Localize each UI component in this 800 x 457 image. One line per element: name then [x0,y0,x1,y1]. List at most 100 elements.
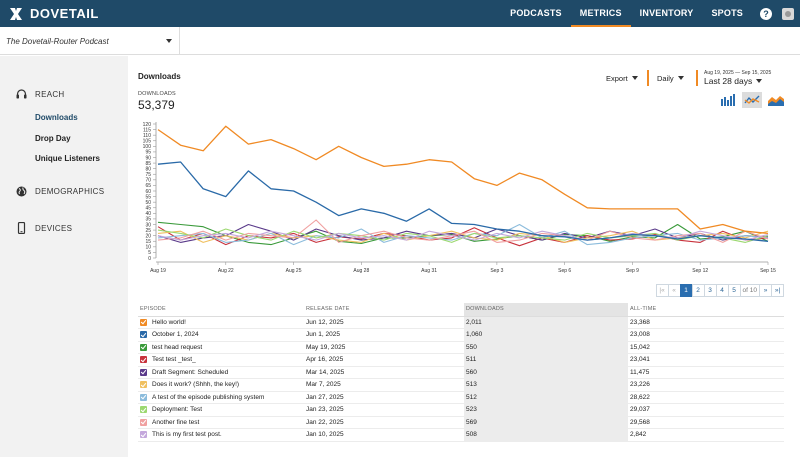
episode-title: Another fine test [152,418,200,426]
podcast-select[interactable]: The Dovetail-Router Podcast [0,27,180,55]
export-button[interactable]: Export [606,68,638,88]
sidebar-item-downloads[interactable]: Downloads [35,113,78,122]
kpi-label: DOWNLOADS [138,91,176,97]
release-date-cell: Mar 14, 2025 [304,366,464,379]
table-row: This is my first test post. Jan 10, 2025 5… [138,428,784,442]
y-tick-label: 80 [145,166,151,172]
release-date-cell: Jan 22, 2025 [304,416,464,429]
interval-select[interactable]: Daily [657,68,684,88]
series-toggle-checkbox[interactable] [140,431,147,439]
episode-cell: Does it work? (Shhh, the key!) [138,378,304,392]
top-bar: DOVETAIL PODCASTS METRICS INVENTORY SPOT… [0,0,800,27]
y-tick-label: 65 [145,183,151,189]
episode-title: test head request [152,343,203,351]
all-time-cell: 29,037 [628,403,784,417]
y-tick-label: 10 [145,245,151,251]
downloads-cell: 1,060 [464,328,628,342]
last-page-button[interactable]: »| [771,284,784,297]
table-row: October 1, 2024 Jun 1, 2025 1,060 23,008 [138,328,784,342]
release-date-cell: Jan 23, 2025 [304,403,464,417]
release-date-cell: Mar 7, 2025 [304,378,464,392]
col-release-date: RELEASE DATE [304,303,464,317]
table-row: test head request May 19, 2025 550 15,042 [138,341,784,354]
series-line [157,223,769,243]
x-tick-label: Aug 25 [286,268,302,274]
sidebar-section-reach[interactable]: REACH [16,89,65,99]
series-toggle-checkbox[interactable] [140,406,147,414]
episode-title: Does it work? (Shhh, the key!) [152,381,240,389]
episode-title: A test of the episode publishing system [152,393,265,401]
y-tick-label: 55 [145,194,151,200]
headphones-icon [16,89,27,99]
area-chart-button[interactable] [766,92,786,108]
episode-title: October 1, 2024 [152,331,199,339]
first-page-button[interactable]: |« [655,284,669,297]
episode-cell: A test of the episode publishing system [138,391,304,404]
date-preset: Last 28 days [704,76,771,86]
release-date-cell: May 19, 2025 [304,341,464,354]
table-row: Does it work? (Shhh, the key!) Mar 7, 202… [138,378,784,392]
main-content: Downloads DOWNLOADS 53,379 Export Daily … [128,56,800,457]
x-tick-label: Sep 9 [626,268,639,274]
x-tick-label: Sep 12 [692,268,708,274]
all-time-cell: 15,042 [628,341,784,354]
date-preset-label: Last 28 days [704,76,753,86]
table-row: Hello world! Jun 12, 2025 2,011 23,368 [138,316,784,329]
x-tick-label: Aug 22 [218,268,234,274]
episode-title: Hello world! [152,318,186,326]
podcast-select-value: The Dovetail-Router Podcast [6,36,109,46]
episode-cell: test head request [138,341,304,354]
y-tick-label: 95 [145,150,151,156]
date-range-select[interactable]: Aug 19, 2025 — Sep 15, 2025 Last 28 days [704,70,771,86]
episode-cell: October 1, 2024 [138,328,304,342]
y-tick-label: 30 [145,222,151,228]
episode-title: Draft Segment: Scheduled [152,368,229,376]
series-toggle-checkbox[interactable] [140,368,147,376]
series-toggle-checkbox[interactable] [140,356,147,364]
series-toggle-checkbox[interactable] [140,418,147,426]
series-toggle-checkbox[interactable] [140,393,147,401]
sidebar-item-unique-listeners[interactable]: Unique Listeners [35,154,100,163]
table-row: A test of the episode publishing system J… [138,391,784,404]
help-icon[interactable]: ? [760,7,772,20]
nav-spots[interactable]: SPOTS [711,8,743,18]
chevron-down-icon [631,76,638,80]
y-tick-label: 115 [143,127,151,133]
nav-metrics[interactable]: METRICS [570,0,631,27]
episode-cell: Test test _test_ [138,353,304,367]
downloads-cell: 512 [464,391,628,404]
chart-controls: Export Daily Aug 19, 2025 — Sep 15, 2025… [600,68,800,88]
nav-inventory[interactable]: INVENTORY [639,8,694,18]
sidebar-section-demographics[interactable]: DEMOGRAPHICS [16,186,104,197]
series-toggle-checkbox[interactable] [140,331,147,339]
brand[interactable]: DOVETAIL [8,6,99,22]
nav-podcasts[interactable]: PODCASTS [510,8,562,18]
chevron-down-icon [677,76,684,80]
line-chart-button[interactable] [742,92,762,108]
table-row: Draft Segment: Scheduled Mar 14, 2025 560 1… [138,366,784,379]
user-avatar-icon[interactable] [782,7,794,20]
release-date-cell: Apr 16, 2025 [304,353,464,367]
series-toggle-checkbox[interactable] [140,318,147,326]
series-toggle-checkbox[interactable] [140,381,147,389]
x-tick-label: Sep 15 [760,268,776,274]
sidebar-section-devices[interactable]: DEVICES [16,222,72,234]
release-date-cell: Jan 10, 2025 [304,428,464,442]
y-tick-label: 5 [148,250,151,256]
y-tick-label: 40 [145,211,151,217]
bar-chart-button[interactable] [718,92,738,108]
downloads-cell: 569 [464,416,628,429]
y-tick-label: 15 [145,239,151,245]
y-tick-label: 105 [143,139,152,145]
kpi-value: 53,379 [138,98,175,112]
y-tick-label: 120 [143,122,152,128]
sidebar-item-drop-day[interactable]: Drop Day [35,134,71,143]
top-nav: PODCASTS METRICS INVENTORY SPOTS ? [501,0,794,27]
episode-cell: Another fine test [138,416,304,429]
interval-label: Daily [657,73,674,83]
date-range-text: Aug 19, 2025 — Sep 15, 2025 [704,70,772,76]
chevron-down-icon [166,39,172,43]
sidebar-section-label: DEMOGRAPHICS [35,187,105,196]
series-toggle-checkbox[interactable] [140,343,147,351]
x-tick-label: Sep 3 [490,268,503,274]
